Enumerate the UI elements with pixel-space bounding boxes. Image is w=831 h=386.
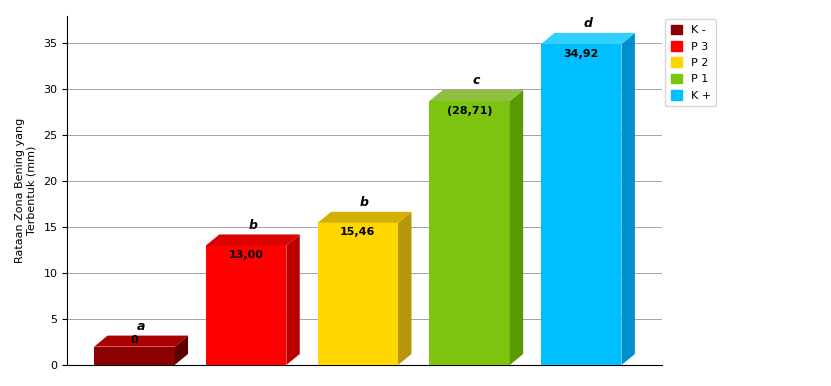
Text: a: a [137,320,145,333]
Text: 0: 0 [130,335,138,345]
Text: d: d [583,17,593,30]
Polygon shape [175,335,188,365]
Text: b: b [248,219,258,232]
Text: 15,46: 15,46 [340,227,376,237]
Bar [206,245,287,365]
Polygon shape [430,90,524,101]
Y-axis label: Rataan Zona Bening yang
Terbentuk (mm): Rataan Zona Bening yang Terbentuk (mm) [15,118,37,263]
Polygon shape [317,212,411,223]
Polygon shape [206,234,300,245]
Polygon shape [622,33,635,365]
Legend: K -, P 3, P 2, P 1, K +: K -, P 3, P 2, P 1, K + [665,19,716,106]
Bar [317,223,398,365]
Text: b: b [360,196,369,209]
Text: c: c [473,74,480,87]
Bar [430,101,509,365]
Polygon shape [541,33,635,44]
Text: (28,71): (28,71) [447,106,492,116]
Polygon shape [94,335,188,347]
Polygon shape [398,212,411,365]
Polygon shape [287,234,300,365]
Text: 34,92: 34,92 [563,49,599,59]
Bar [541,44,622,365]
Bar [94,347,175,365]
Polygon shape [509,90,524,365]
Text: 13,00: 13,00 [229,250,263,260]
